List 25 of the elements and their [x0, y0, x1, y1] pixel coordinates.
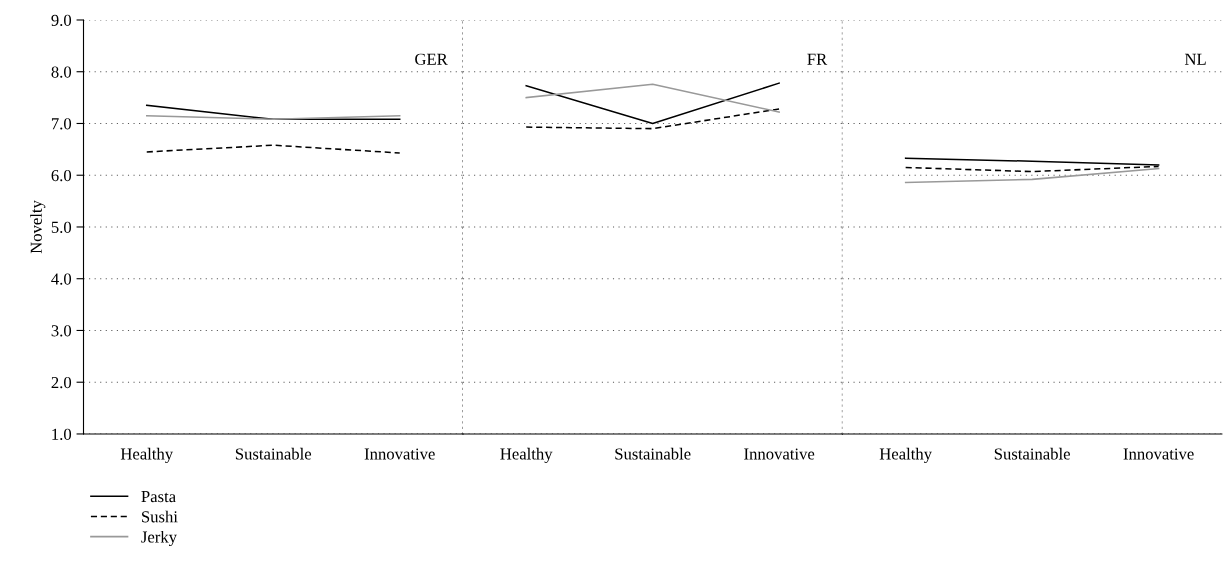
x-tick-label: Innovative	[364, 448, 435, 460]
legend-label: Pasta	[141, 491, 176, 503]
legend-label: Jerky	[141, 530, 177, 547]
y-tick-label: 7.0	[51, 118, 72, 130]
y-tick-label: 8.0	[51, 66, 72, 78]
y-axis-title: Novelty	[30, 200, 46, 254]
x-tick-label: Healthy	[120, 447, 174, 464]
annotation: GER	[415, 53, 448, 65]
y-tick-label: 1.0	[52, 428, 72, 440]
x-tick-label: Healthy	[500, 447, 553, 464]
annotation: NL	[1184, 53, 1206, 65]
x-tick-label: Innovative	[744, 448, 815, 460]
y-tick-label: 5.0	[51, 221, 72, 233]
x-tick-label: Innovative	[1123, 448, 1194, 460]
y-tick-label: 2.0	[51, 376, 72, 389]
x-tick-label: Sustainable	[235, 447, 312, 460]
y-tick-label: 6.0	[51, 169, 72, 182]
x-tick-label: Sustainable	[615, 447, 691, 460]
x-tick-label: Healthy	[879, 447, 932, 464]
y-tick-label: 4.0	[51, 273, 72, 285]
x-tick-label: Sustainable	[994, 447, 1070, 460]
y-tick-label: 9.0	[51, 14, 72, 26]
annotation: FR	[807, 53, 828, 65]
legend-label: Sushi	[142, 510, 178, 523]
y-tick-label: 3.0	[51, 325, 72, 337]
